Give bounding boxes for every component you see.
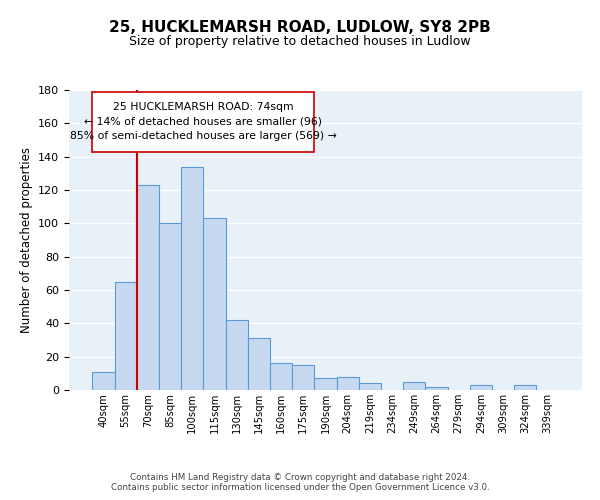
Bar <box>403 382 425 390</box>
FancyBboxPatch shape <box>92 92 314 152</box>
Bar <box>314 378 337 390</box>
Bar <box>115 282 137 390</box>
Bar <box>337 376 359 390</box>
Bar <box>270 364 292 390</box>
Bar <box>159 224 181 390</box>
Bar <box>359 384 381 390</box>
Bar <box>181 166 203 390</box>
Bar <box>137 185 159 390</box>
Y-axis label: Number of detached properties: Number of detached properties <box>20 147 32 333</box>
Text: 25 HUCKLEMARSH ROAD: 74sqm
← 14% of detached houses are smaller (96)
85% of semi: 25 HUCKLEMARSH ROAD: 74sqm ← 14% of deta… <box>70 102 337 142</box>
Bar <box>514 385 536 390</box>
Bar <box>292 365 314 390</box>
Bar <box>470 385 492 390</box>
Bar <box>92 372 115 390</box>
Text: Contains public sector information licensed under the Open Government Licence v3: Contains public sector information licen… <box>110 484 490 492</box>
Bar <box>425 386 448 390</box>
Text: Size of property relative to detached houses in Ludlow: Size of property relative to detached ho… <box>129 35 471 48</box>
Text: 25, HUCKLEMARSH ROAD, LUDLOW, SY8 2PB: 25, HUCKLEMARSH ROAD, LUDLOW, SY8 2PB <box>109 20 491 35</box>
Bar <box>203 218 226 390</box>
Text: Contains HM Land Registry data © Crown copyright and database right 2024.: Contains HM Land Registry data © Crown c… <box>130 472 470 482</box>
Bar <box>248 338 270 390</box>
Bar <box>226 320 248 390</box>
